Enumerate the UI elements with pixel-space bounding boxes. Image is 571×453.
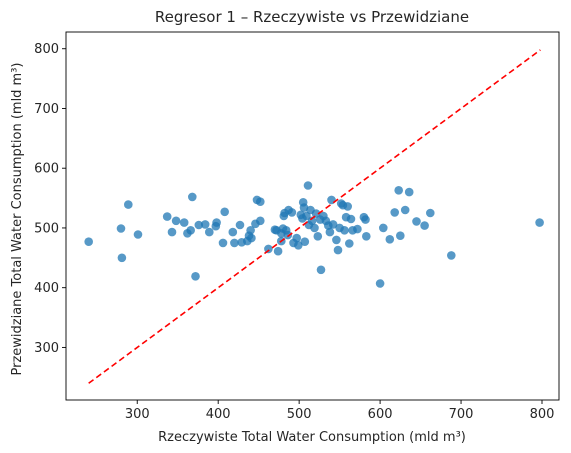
data-point	[333, 245, 343, 255]
x-tick-label: 500	[287, 407, 312, 422]
data-point	[375, 279, 385, 288]
data-point	[299, 203, 309, 212]
data-point	[390, 208, 400, 217]
data-point	[220, 207, 229, 217]
data-point	[188, 192, 197, 202]
data-point	[310, 223, 319, 233]
data-point	[327, 195, 336, 205]
data-point	[194, 220, 204, 230]
data-point	[255, 216, 265, 226]
data-point	[205, 227, 214, 237]
data-point	[328, 220, 338, 229]
axes-layer: 300 400 500 600 700 800 300 400 500 600 700 800	[34, 31, 560, 422]
data-point	[300, 237, 310, 246]
plot-frame	[65, 31, 560, 401]
data-point	[186, 226, 195, 235]
data-point	[400, 205, 410, 215]
reference-line	[88, 49, 541, 384]
x-tick-label: 400	[206, 407, 231, 422]
data-point	[340, 226, 349, 235]
y-tick-label: 700	[34, 102, 59, 117]
y-tick-label: 500	[34, 221, 59, 236]
data-point	[412, 217, 421, 226]
data-point	[325, 227, 335, 237]
data-point	[311, 209, 321, 218]
data-point	[179, 218, 189, 227]
data-point	[191, 272, 200, 281]
data-point	[228, 227, 238, 237]
data-point	[361, 215, 370, 224]
data-point	[171, 216, 181, 226]
y-tick-label: 800	[34, 42, 59, 57]
reference-line-layer	[88, 49, 541, 384]
data-point	[117, 253, 127, 263]
points-layer	[84, 181, 544, 288]
data-point	[420, 221, 429, 230]
data-point	[124, 200, 133, 209]
data-point	[212, 218, 221, 227]
data-point	[273, 246, 283, 256]
data-point	[316, 265, 326, 275]
data-point	[426, 208, 435, 218]
data-point	[345, 239, 354, 248]
data-point	[385, 235, 395, 244]
data-point	[84, 237, 93, 246]
data-point	[264, 244, 273, 254]
data-point	[353, 224, 362, 234]
data-point	[200, 220, 210, 229]
data-point	[396, 231, 405, 240]
x-axis-label: Rzeczywiste Total Water Consumption (mld…	[158, 430, 466, 445]
data-point	[332, 235, 341, 245]
data-point	[133, 230, 143, 239]
data-point	[162, 212, 172, 221]
data-point	[343, 202, 353, 211]
y-tick-label: 400	[34, 281, 59, 296]
x-tick-label: 800	[530, 407, 555, 422]
data-point	[346, 214, 356, 224]
data-point	[283, 230, 293, 240]
data-point	[313, 232, 323, 241]
data-point	[294, 241, 303, 250]
x-tick-label: 600	[368, 407, 393, 422]
y-tick-label: 600	[34, 162, 59, 177]
data-point	[292, 233, 302, 243]
y-tick-label: 300	[34, 341, 59, 356]
data-point	[235, 220, 245, 230]
data-point	[362, 232, 371, 241]
data-point	[167, 227, 177, 237]
data-point	[394, 186, 404, 195]
data-point	[246, 226, 255, 235]
data-point	[116, 224, 126, 233]
data-point	[307, 216, 317, 226]
data-point	[287, 208, 297, 217]
data-point	[404, 187, 414, 197]
data-point	[447, 251, 456, 260]
data-point	[535, 218, 544, 227]
data-point	[379, 223, 388, 233]
x-tick-label: 300	[125, 407, 150, 422]
data-point	[302, 211, 311, 221]
data-point	[255, 197, 265, 206]
data-point	[247, 233, 256, 243]
data-point	[303, 181, 313, 190]
y-axis-label: Przewidziane Total Water Consumption (ml…	[10, 62, 25, 375]
x-tick-label: 700	[449, 407, 474, 422]
data-point	[218, 238, 228, 248]
chart-title: Regresor 1 – Rzeczywiste vs Przewidziane	[155, 8, 469, 26]
data-point	[230, 238, 239, 248]
